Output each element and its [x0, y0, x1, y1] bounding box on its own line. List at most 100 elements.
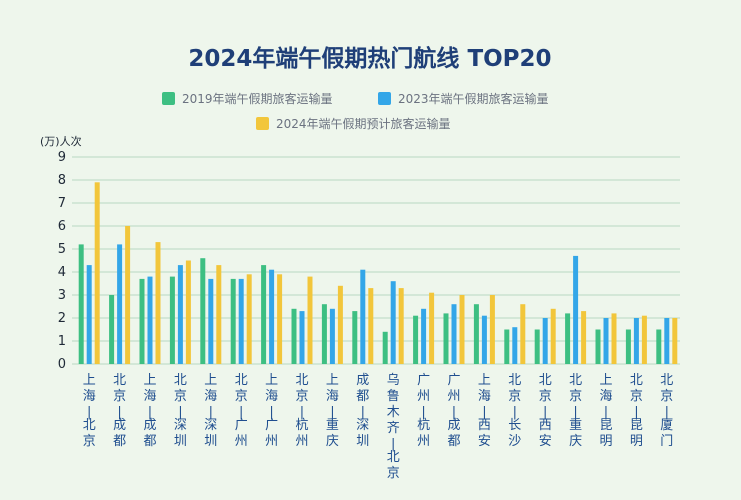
x-tick-label: 北京|长沙 [508, 373, 521, 449]
y-tick-label: 3 [58, 288, 66, 303]
bar [573, 255, 579, 364]
y-tick-label: 2 [58, 311, 66, 326]
bar [664, 318, 670, 364]
x-tick-label: 上海|昆明 [599, 373, 612, 449]
x-tick-label: 北京|杭州 [295, 373, 308, 449]
y-tick-label: 0 [58, 357, 66, 372]
y-tick-label: 6 [58, 219, 66, 234]
legend-item: 2023年端午假期旅客运输量 [378, 91, 549, 106]
bar [337, 285, 343, 364]
y-tick-label: 7 [58, 196, 66, 211]
bar [277, 274, 283, 364]
bar [307, 276, 313, 364]
bar [443, 313, 449, 364]
bar [625, 329, 631, 364]
bar [542, 318, 548, 364]
x-tick-label: 上海|广州 [265, 373, 278, 449]
bar [595, 329, 601, 364]
bar [117, 244, 123, 364]
legend-label: 2024年端午假期预计旅客运输量 [276, 116, 451, 131]
bar [78, 244, 84, 364]
y-tick-label: 8 [58, 173, 66, 188]
bar [185, 260, 191, 364]
bar [382, 331, 388, 364]
bar [459, 295, 465, 364]
bar [261, 265, 267, 364]
bar [489, 295, 495, 364]
bar [368, 288, 374, 364]
bar [398, 288, 404, 364]
y-tick-label: 4 [58, 265, 66, 280]
x-tick-label: 乌鲁木齐|北京 [387, 372, 400, 481]
gridlines [72, 156, 680, 365]
bar [421, 308, 427, 364]
x-tick-label: 广州|杭州 [417, 373, 430, 449]
x-tick-label: 北京|西安 [539, 373, 552, 449]
legend: 2019年端午假期旅客运输量 2023年端午假期旅客运输量 2024年端午假期预计旅… [162, 91, 549, 131]
y-axis-unit-label: (万)人次 [40, 134, 82, 148]
legend-swatch [162, 92, 175, 105]
bar [672, 318, 678, 364]
bar [641, 315, 647, 364]
bar [413, 315, 419, 364]
x-tick-label: 上海|西安 [478, 373, 491, 449]
y-tick-label: 9 [58, 150, 66, 165]
bar [216, 265, 222, 364]
bar [147, 276, 153, 364]
bar [481, 315, 487, 364]
x-tick-label: 北京|成都 [113, 373, 126, 449]
bar [360, 269, 366, 364]
bar [565, 313, 571, 364]
bar [177, 265, 183, 364]
bar [169, 276, 175, 364]
legend-label: 2023年端午假期旅客运输量 [398, 91, 549, 106]
chart-title: 2024年端午假期热门航线 TOP20 [188, 45, 551, 72]
bar [512, 327, 518, 364]
bar [238, 278, 244, 364]
legend-swatch [378, 92, 391, 105]
bar [155, 242, 161, 364]
bar [246, 274, 252, 364]
bar [534, 329, 540, 364]
x-tick-label: 北京|广州 [235, 373, 248, 449]
bar [352, 311, 358, 364]
bar [451, 304, 457, 364]
bar [550, 308, 556, 364]
x-tick-label: 上海|深圳 [204, 373, 217, 449]
bar [208, 278, 214, 364]
x-tick-label: 上海|北京 [83, 373, 96, 449]
bar [86, 265, 92, 364]
bar [390, 281, 396, 364]
y-tick-label: 1 [58, 334, 66, 349]
bar [299, 311, 305, 364]
legend-label: 2019年端午假期旅客运输量 [182, 91, 333, 106]
bar [291, 308, 297, 364]
legend-item: 2024年端午假期预计旅客运输量 [256, 116, 451, 131]
bar [125, 226, 131, 364]
bar [109, 295, 115, 364]
bar [611, 313, 617, 364]
y-axis-ticks: 0 1 2 3 4 5 6 7 8 9 [58, 150, 66, 372]
legend-swatch [256, 117, 269, 130]
bar [633, 318, 639, 364]
legend-item: 2019年端午假期旅客运输量 [162, 91, 333, 106]
bar [603, 318, 609, 364]
y-tick-label: 5 [58, 242, 66, 257]
bars [78, 182, 678, 364]
bar [520, 304, 526, 364]
x-tick-label: 上海|重庆 [326, 373, 339, 449]
bar [504, 329, 510, 364]
x-tick-label: 上海|成都 [143, 373, 156, 449]
x-tick-label: 北京|厦门 [660, 373, 673, 449]
x-tick-label: 成都|深圳 [356, 373, 369, 449]
bar [656, 329, 662, 364]
bar [473, 304, 479, 364]
bar [94, 182, 100, 364]
x-tick-label: 北京|昆明 [630, 373, 643, 449]
bar [230, 278, 236, 364]
bar [139, 278, 145, 364]
bar [429, 292, 435, 364]
bar [200, 258, 206, 364]
